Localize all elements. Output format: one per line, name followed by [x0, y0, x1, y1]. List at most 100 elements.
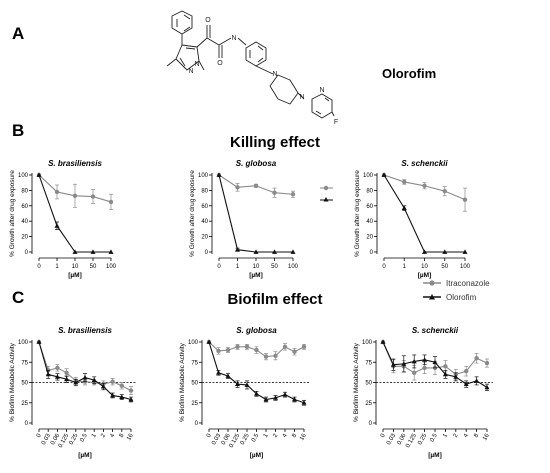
data-point: [411, 358, 417, 364]
series-olorofim: [380, 339, 490, 391]
y-tick-label: 25: [191, 401, 198, 407]
legend-olorofim-marker: [429, 294, 435, 300]
chart-title: S. brasiliensis: [48, 159, 102, 168]
data-point: [273, 395, 278, 400]
inline-legend-markers: [320, 185, 333, 202]
x-axis-label: [µM]: [418, 272, 432, 279]
data-point: [82, 375, 88, 380]
data-point: [216, 348, 221, 354]
x-tick-label: 0.25: [68, 432, 79, 446]
y-tick-label: 20: [21, 235, 28, 241]
x-tick-label: 2: [272, 432, 279, 438]
x-tick-label: 0.06: [50, 432, 61, 446]
y-tick-label: 100: [188, 340, 199, 346]
chart-title: S. schenckii: [401, 159, 448, 168]
y-axis-label: % Growth after drug exposure: [354, 170, 361, 257]
x-tick-label: 1: [55, 264, 59, 270]
series-olorofim: [381, 172, 468, 254]
data-point: [253, 183, 259, 188]
y-axis-label: % Biofilm Metabolic Activity: [353, 342, 360, 421]
data-point: [462, 249, 468, 254]
data-point: [90, 249, 96, 254]
data-point: [128, 396, 134, 402]
data-point: [90, 194, 96, 199]
data-point: [272, 190, 277, 195]
x-tick-label: 0.06: [396, 432, 407, 446]
data-point: [72, 193, 78, 198]
y-axis-label: % Growth after drug exposure: [189, 170, 196, 257]
data-point: [100, 383, 106, 389]
chart-killing-s-globosa: 0 20 40 60 80 100 0 1 10 50 100 S. globosa [µM] % Gro…: [189, 159, 299, 279]
pyrrole-ring: [175, 44, 200, 71]
data-point: [54, 189, 60, 195]
chart-title: S. globosa: [236, 159, 277, 168]
data-point: [225, 373, 231, 378]
x-axis-label: [µM]: [68, 272, 82, 279]
x-tick-label: 10: [253, 264, 260, 270]
y-tick-label: 60: [366, 204, 373, 210]
data-point: [484, 360, 490, 366]
x-tick-label: 8: [291, 432, 298, 438]
x-tick-label: 0.25: [417, 432, 428, 446]
data-point: [282, 392, 288, 397]
panel-a-letter: A: [12, 24, 24, 43]
inline-olorofim-marker: [323, 197, 329, 202]
y-tick-label: 25: [21, 401, 28, 407]
chart-killing-s-brasiliensis: 0 20 40 60 80 100 0 1 10 50 100 S. brasiliensis [µM]…: [9, 159, 117, 279]
x-tick-label: 8: [473, 432, 480, 438]
data-point: [301, 344, 307, 350]
y-tick-label: 0: [370, 250, 374, 256]
atom-label-o-amide: O: [217, 60, 223, 67]
panel-c-letter: C: [12, 288, 24, 307]
y-tick-label: 20: [201, 235, 208, 241]
data-point: [64, 370, 69, 375]
data-point: [244, 382, 250, 387]
data-point: [443, 364, 448, 369]
legend-itraconazole-label: Itraconazole: [446, 279, 490, 288]
atom-label-nh-amide: N: [231, 35, 236, 42]
panel-b-letter: B: [12, 121, 24, 140]
data-point: [235, 381, 240, 387]
y-tick-label: 80: [201, 188, 208, 194]
x-tick-label: 16: [482, 432, 491, 441]
x-tick-label: 0.03: [211, 432, 222, 446]
data-point: [380, 339, 386, 344]
y-tick-label: 0: [25, 250, 29, 256]
y-axis-label: % Biofilm Metabolic Activity: [179, 342, 186, 421]
y-tick-label: 75: [365, 360, 372, 366]
x-tick-label: 1: [403, 264, 407, 270]
x-tick-label: 0: [380, 432, 387, 438]
x-tick-label: 0.125: [229, 432, 242, 449]
x-tick-label: 0.5: [79, 432, 89, 443]
atom-label-fluorine: F: [334, 119, 338, 126]
y-tick-label: 0: [25, 421, 29, 427]
data-point: [119, 383, 125, 388]
y-tick-label: 80: [366, 188, 373, 194]
molecule-atom-labels: N N O O N N N N F: [188, 17, 338, 126]
x-tick-label: 50: [90, 264, 97, 270]
series-olorofim: [216, 172, 296, 254]
atom-label-n-piperazine-1: N: [272, 71, 277, 78]
series-itraconazole: [36, 172, 114, 210]
phenyl-ring: [171, 10, 193, 35]
data-point: [72, 249, 78, 254]
data-point: [453, 374, 459, 379]
data-point: [442, 371, 448, 377]
y-tick-label: 40: [21, 219, 28, 225]
data-point: [225, 347, 231, 353]
x-tick-label: 50: [441, 264, 448, 270]
data-point: [422, 183, 427, 188]
y-tick-label: 100: [18, 340, 29, 346]
data-point: [206, 339, 212, 344]
x-tick-label: 1: [236, 264, 240, 270]
x-tick-label: 0: [382, 264, 386, 270]
atom-label-n-methyl: N: [194, 61, 199, 68]
chart-title: S. schenckii: [412, 326, 459, 335]
series-itraconazole: [206, 339, 307, 361]
data-point: [119, 394, 125, 399]
x-tick-label: 0: [217, 264, 221, 270]
data-point: [474, 378, 480, 383]
